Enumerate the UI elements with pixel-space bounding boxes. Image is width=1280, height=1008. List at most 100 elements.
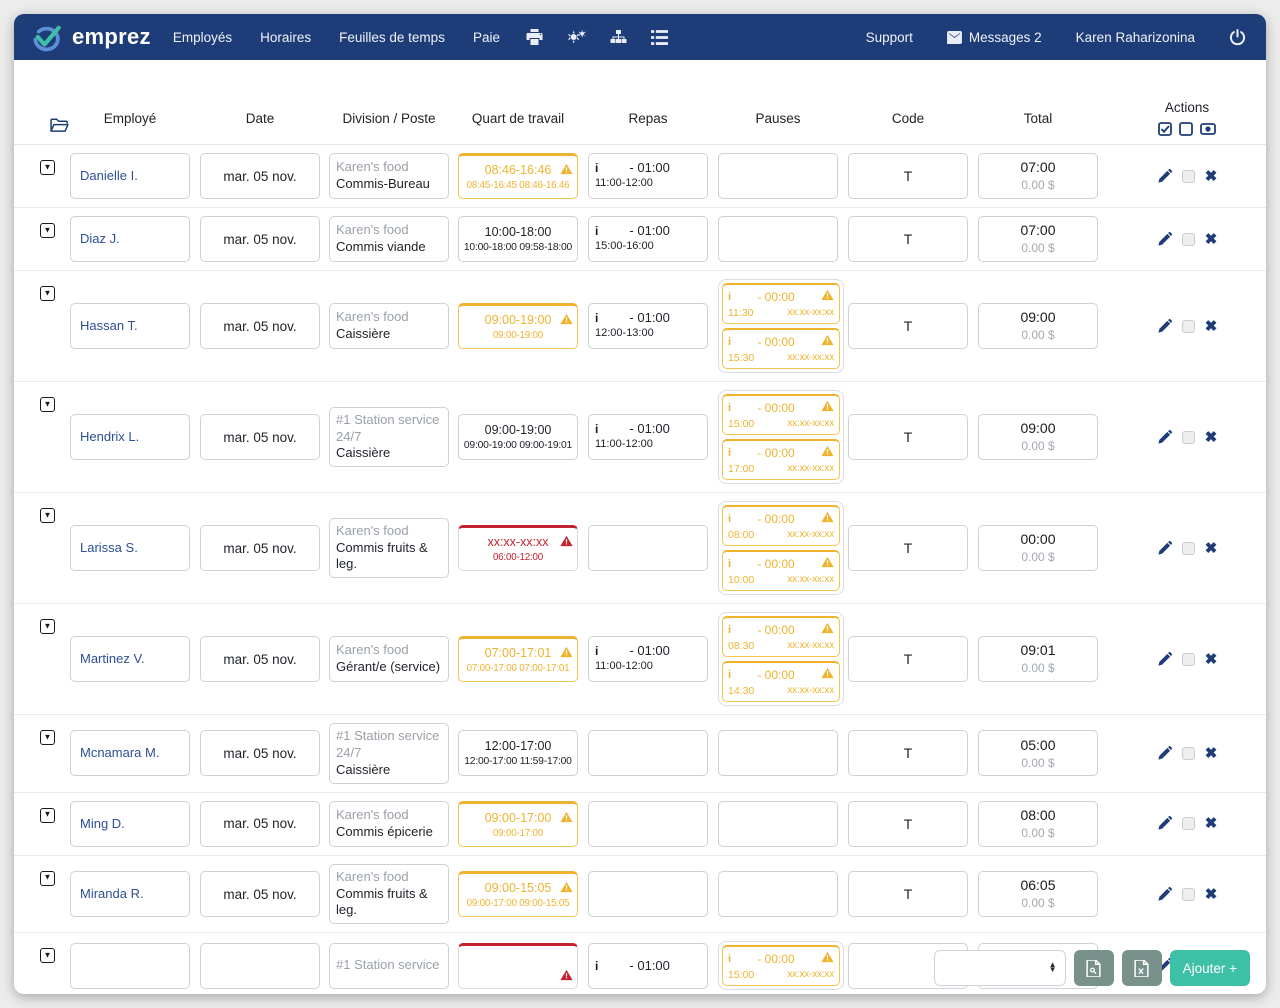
export-excel-button[interactable] [1121,950,1162,986]
tasks-icon[interactable] [650,29,668,45]
expand-row-icon[interactable]: ▼ [40,160,55,175]
expand-row-icon[interactable]: ▼ [40,870,55,886]
code-field[interactable]: T [848,800,968,847]
add-button[interactable]: Ajouter + [1169,950,1250,986]
pause-field[interactable]: i - 00:00 15:00 xx:xx-xx:xx [722,945,840,987]
printer-icon[interactable] [526,29,543,45]
pause-field[interactable]: i - 00:00 15:30 xx:xx-xx:xx [722,328,840,369]
employee-link[interactable] [80,965,183,966]
pause-field[interactable]: i - 00:00 17:00 xx:xx-xx:xx [722,439,840,480]
date-field[interactable]: mar. 05 nov. [200,414,320,460]
export-pdf-button[interactable] [1073,950,1114,986]
delete-x-icon[interactable]: ✖ [1204,815,1218,833]
meal-field[interactable]: i - 01:00 15:00-16:00 [588,216,708,262]
date-field[interactable]: mar. 05 nov. [200,525,320,571]
edit-pencil-icon[interactable] [1157,429,1172,445]
employee-link[interactable]: Martinez V. [80,651,145,666]
shift-field[interactable]: 08:46-16:46 08:45-16:45 08:46-16:46 [458,153,578,199]
expand-row-icon[interactable]: ▼ [40,619,55,634]
row-checkbox[interactable] [1181,652,1195,666]
money-icon[interactable] [1200,122,1216,136]
expand-row-icon[interactable]: ▼ [40,397,55,412]
shift-field[interactable]: xx:xx-xx:xx 06:00-12:00 [458,525,578,571]
code-field[interactable]: T [848,414,968,460]
shift-field[interactable]: 09:00-17:00 09:00-17:00 [458,800,578,847]
meal-field[interactable]: i - 01:00 11:00-12:00 [588,153,708,199]
meal-field[interactable] [588,871,708,917]
user-menu[interactable]: Karen Raharizonina [1075,29,1195,45]
nav-item-feuilles-de-temps[interactable]: Feuilles de temps [339,29,445,45]
logo[interactable]: emprez [30,22,151,52]
meal-field[interactable]: i - 01:00 11:00-12:00 [588,636,708,682]
delete-x-icon[interactable]: ✖ [1204,744,1218,762]
row-checkbox[interactable] [1181,887,1195,901]
edit-pencil-icon[interactable] [1157,745,1172,761]
expand-row-icon[interactable]: ▼ [40,223,55,238]
shift-field[interactable]: 12:00-17:00 12:00-17:00 11:59-17:00 [458,730,578,777]
delete-x-icon[interactable]: ✖ [1204,650,1218,668]
employee-link[interactable]: Hassan T. [80,318,138,333]
code-field[interactable]: T [848,871,968,917]
shift-field[interactable]: 09:00-19:00 09:00-19:00 09:00-19:01 [458,414,578,460]
code-field[interactable]: T [848,303,968,349]
date-field[interactable]: mar. 05 nov. [200,730,320,777]
code-field[interactable]: T [848,153,968,199]
pause-field[interactable]: i - 00:00 08:00 xx:xx-xx:xx [722,505,840,546]
delete-x-icon[interactable]: ✖ [1204,539,1218,557]
row-checkbox[interactable] [1181,746,1195,760]
edit-pencil-icon[interactable] [1157,168,1172,184]
date-field[interactable]: mar. 05 nov. [200,636,320,682]
edit-pencil-icon[interactable] [1157,231,1172,247]
employee-link[interactable]: Danielle I. [80,168,138,183]
date-field[interactable]: mar. 05 nov. [200,800,320,847]
select-all-checkbox-icon[interactable] [1158,122,1172,136]
pause-field[interactable]: i - 00:00 10:00 xx:xx-xx:xx [722,550,840,591]
nav-item-horaires[interactable]: Horaires [260,29,312,45]
employee-link[interactable]: Hendrix L. [80,429,140,444]
pause-field-empty[interactable] [718,800,838,847]
delete-x-icon[interactable]: ✖ [1204,230,1218,248]
pause-field[interactable]: i - 00:00 11:30 xx:xx-xx:xx [722,283,840,324]
edit-pencil-icon[interactable] [1157,816,1172,831]
employee-link[interactable]: Diaz J. [80,231,120,246]
row-checkbox[interactable] [1181,817,1195,831]
meal-field[interactable] [588,800,708,847]
date-field[interactable]: mar. 05 nov. [200,303,320,349]
employee-link[interactable]: Miranda R. [80,886,144,901]
meal-field[interactable]: i - 01:00 11:00-12:00 [588,414,708,460]
meal-field[interactable]: i - 01:00 [588,942,708,989]
nav-item-employes[interactable]: Employés [172,29,233,45]
shift-field[interactable]: 09:00-15:05 09:00-17:00 09:00-15:05 [458,871,578,917]
employee-link[interactable]: Ming D. [80,815,125,831]
expand-row-icon[interactable]: ▼ [40,508,55,523]
row-checkbox[interactable] [1181,319,1195,333]
pause-field-empty[interactable] [718,871,838,917]
cogs-icon[interactable] [567,29,586,45]
footer-dropdown[interactable]: ▲ ▼ [933,950,1066,986]
delete-x-icon[interactable]: ✖ [1204,167,1218,185]
edit-pencil-icon[interactable] [1157,651,1172,667]
row-checkbox[interactable] [1181,430,1195,444]
delete-x-icon[interactable]: ✖ [1204,885,1218,903]
sitemap-icon[interactable] [610,29,627,45]
expand-row-icon[interactable]: ▼ [40,807,55,823]
edit-pencil-icon[interactable] [1157,540,1172,556]
employee-link[interactable]: Mcnamara M. [80,745,160,761]
date-field[interactable] [200,942,320,989]
pause-field-empty[interactable] [718,153,838,199]
meal-field[interactable]: i - 01:00 12:00-13:00 [588,303,708,349]
pause-field[interactable]: i - 00:00 14:30 xx:xx-xx:xx [722,661,840,702]
shift-field[interactable]: 10:00-18:00 10:00-18:00 09:58-18:00 [458,216,578,262]
shift-field[interactable] [458,942,578,989]
code-field[interactable]: T [848,216,968,262]
expand-row-icon[interactable]: ▼ [40,730,55,745]
meal-field[interactable] [588,525,708,571]
deselect-all-checkbox-icon[interactable] [1179,122,1193,136]
folder-open-icon[interactable] [50,118,69,138]
date-field[interactable]: mar. 05 nov. [200,216,320,262]
code-field[interactable]: T [848,730,968,777]
pause-field-empty[interactable] [718,216,838,262]
shift-field[interactable]: 07:00-17:01 07:00-17:00 07:00-17:01 [458,636,578,682]
expand-row-icon[interactable]: ▼ [40,948,55,964]
date-field[interactable]: mar. 05 nov. [200,153,320,199]
